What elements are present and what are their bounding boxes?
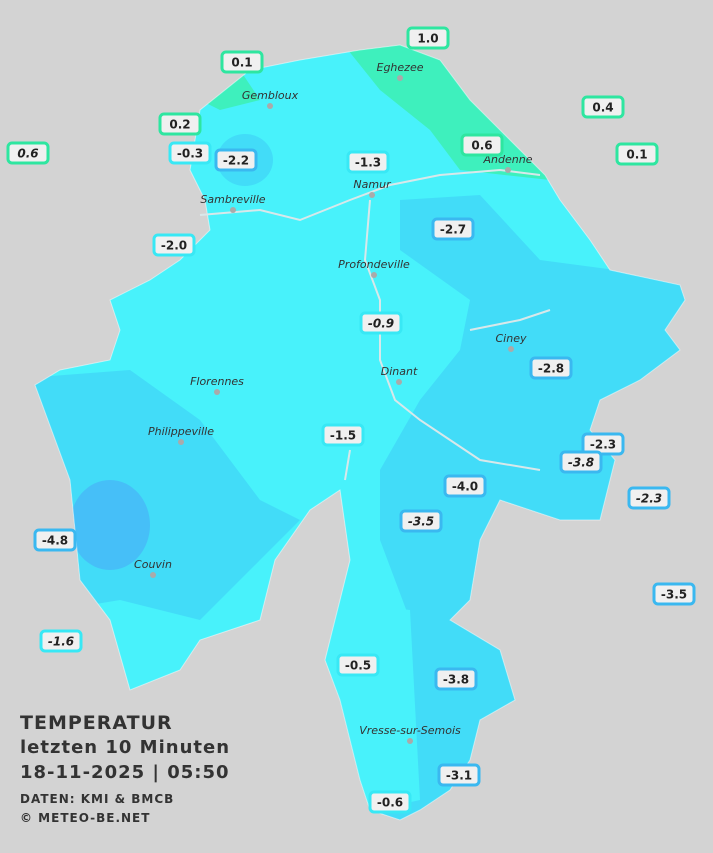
station-temp: -0.6	[377, 796, 403, 810]
station-temp: -0.9	[368, 317, 394, 331]
city-dot	[230, 207, 236, 213]
station-box	[529, 356, 573, 380]
station-box	[581, 432, 625, 456]
station-box	[39, 629, 83, 653]
city-dot	[407, 738, 413, 744]
station-box	[220, 50, 264, 74]
subtitle: letzten 10 Minuten	[20, 737, 231, 758]
station-box	[336, 653, 380, 677]
station-temp: -4.0	[452, 480, 478, 494]
city-name: Sambreville	[200, 193, 265, 206]
station-temp: -3.8	[443, 673, 469, 687]
station-box	[559, 450, 603, 474]
station-box	[158, 112, 202, 136]
station-box	[321, 423, 365, 447]
station-box	[652, 582, 696, 606]
city-name: Florennes	[190, 375, 244, 388]
city-name: Profondeville	[338, 258, 410, 271]
station-temp: -2.8	[538, 362, 564, 376]
station-temp: -4.8	[42, 534, 68, 548]
station-box	[581, 95, 625, 119]
station-box	[168, 141, 212, 165]
copyright: © METEO-BE.NET	[20, 811, 151, 825]
station-temp: -0.3	[177, 147, 203, 161]
city-name: Namur	[353, 178, 392, 191]
city-name: Couvin	[134, 558, 172, 571]
station-box	[399, 509, 443, 533]
station-box	[627, 486, 671, 510]
city-dot	[267, 103, 273, 109]
river	[363, 199, 541, 471]
station-temp: -2.3	[590, 438, 616, 452]
station-temp: 1.0	[417, 32, 438, 46]
stations: 1.0 0.1 0.4 0.2 0.6 -0.3 -2.2 -1.3 0.6 0.1 -2.0 -2.…	[6, 26, 696, 814]
station-temp: -1.3	[355, 156, 381, 170]
station-temp: -3.5	[408, 515, 434, 529]
station-temp: 0.6	[471, 139, 492, 153]
cities: EghezeeGemblouxAndenneNamurSambrevillePr…	[134, 61, 533, 744]
station-temp: -3.1	[446, 769, 472, 783]
station-temp: 0.4	[592, 101, 613, 115]
station-box	[214, 148, 258, 172]
city-name: Philippeville	[148, 425, 214, 438]
station-box	[434, 667, 478, 691]
station-box	[615, 142, 659, 166]
title: TEMPERATUR	[20, 712, 173, 734]
city-dot	[214, 389, 220, 395]
city-dot	[396, 379, 402, 385]
city-dot	[371, 272, 377, 278]
city-name: Eghezee	[377, 61, 424, 74]
river	[199, 168, 541, 222]
station-box	[152, 233, 196, 257]
station-temp: 0.6	[17, 147, 38, 161]
city-name: Gembloux	[242, 89, 299, 102]
city-dot	[505, 167, 511, 173]
city-name: Dinant	[381, 365, 418, 378]
station-temp: -2.7	[440, 223, 466, 237]
station-temp: -2.0	[161, 239, 187, 253]
city-dot	[150, 572, 156, 578]
station-box	[33, 528, 77, 552]
river	[469, 309, 551, 331]
station-temp: -1.6	[48, 635, 74, 649]
city-dot	[178, 439, 184, 445]
station-temp: -3.8	[568, 456, 594, 470]
station-box	[431, 217, 475, 241]
city-name: Vresse-sur-Semois	[359, 724, 461, 737]
city-dot	[508, 346, 514, 352]
station-temp: -0.5	[345, 659, 371, 673]
station-temp: 0.2	[169, 118, 190, 132]
source: DATEN: KMI & BMCB	[20, 792, 175, 806]
station-box	[359, 311, 403, 335]
station-box	[406, 26, 450, 50]
station-temp: 0.1	[626, 148, 647, 162]
station-temp: 0.1	[231, 56, 252, 70]
city-name: Ciney	[496, 332, 527, 345]
station-temp: -1.5	[330, 429, 356, 443]
station-temp: -3.5	[661, 588, 687, 602]
station-temp: -2.2	[223, 154, 249, 168]
city-dot	[369, 192, 375, 198]
station-box	[460, 133, 504, 157]
station-box	[6, 141, 50, 165]
station-box	[346, 150, 390, 174]
station-box	[437, 763, 481, 787]
station-temp: -2.3	[636, 492, 662, 506]
station-box	[443, 474, 487, 498]
station-box	[368, 790, 412, 814]
city-dot	[397, 75, 403, 81]
river	[344, 449, 351, 481]
timestamp: 18-11-2025 | 05:50	[20, 762, 230, 783]
